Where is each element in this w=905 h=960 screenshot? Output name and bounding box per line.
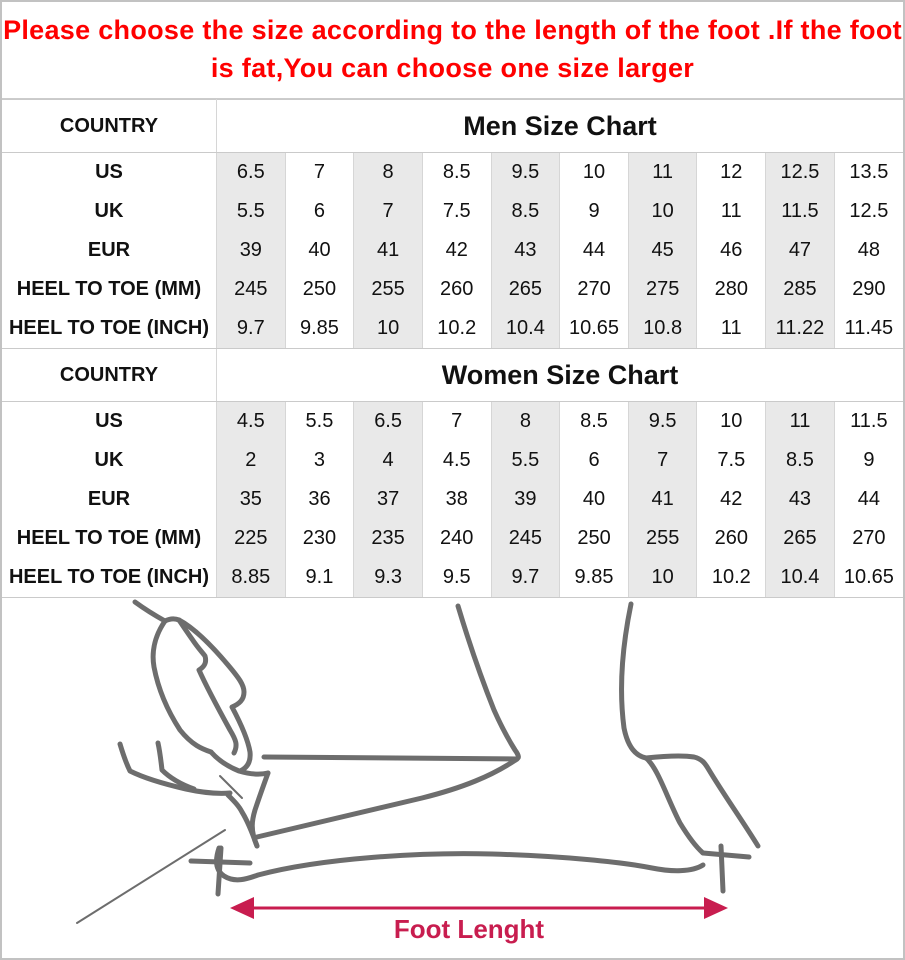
svg-text:Foot Lenght: Foot Lenght	[394, 914, 545, 944]
